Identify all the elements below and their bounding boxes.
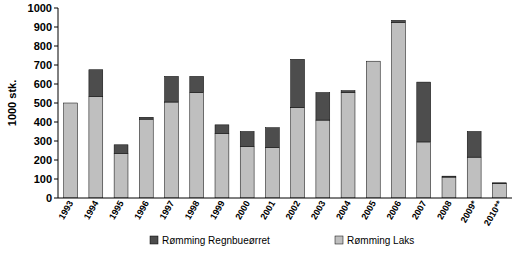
x-tick-label: 1995: [107, 199, 126, 221]
x-tick-label: 2000: [233, 199, 252, 221]
x-tick-label: 2003: [309, 199, 328, 221]
x-tick-label: 2006: [385, 199, 404, 221]
legend-label: Rømming Regnbueørret: [162, 235, 270, 246]
y-axis: [58, 8, 59, 198]
legend-swatch: [335, 236, 343, 244]
x-tick-label: 2009*: [458, 199, 479, 225]
y-tick-label: 100: [34, 173, 52, 185]
y-tick-label: 700: [34, 59, 52, 71]
bars: [64, 20, 507, 198]
x-tick-label: 2004: [334, 199, 353, 221]
y-axis-label: 1000 stk.: [6, 80, 18, 126]
bar-segment: [190, 76, 204, 92]
bar-segment: [240, 132, 254, 147]
y-tick-label: 400: [34, 116, 52, 128]
bar-segment: [291, 59, 305, 107]
bar-segment: [442, 176, 456, 178]
x-tick-label: 1998: [183, 199, 202, 221]
bar-segment: [240, 147, 254, 198]
bar-segment: [467, 132, 481, 158]
y-tick-label: 800: [34, 40, 52, 52]
x-tick-label: 2008: [435, 199, 454, 221]
bar-segment: [341, 91, 355, 93]
bar-segment: [89, 96, 103, 198]
bar-segment: [392, 20, 406, 22]
legend: Rømming Regnbueørret Rømming Laks: [150, 235, 414, 246]
bar-segment: [114, 153, 128, 198]
y-tick-label: 500: [34, 97, 52, 109]
bar-segment: [316, 93, 330, 121]
x-tick-label: 2005: [359, 199, 378, 221]
x-tick-label: 2010**: [482, 199, 504, 228]
bar-segment: [467, 157, 481, 198]
y-tick: [54, 84, 58, 85]
bar-segment: [114, 145, 128, 154]
bar-segment: [417, 142, 431, 198]
bar-segment: [417, 82, 431, 142]
y-tick-label: 0: [46, 192, 52, 204]
y-tick: [54, 160, 58, 161]
x-tick-label: 2002: [284, 199, 303, 221]
legend-label: Rømming Laks: [347, 235, 414, 246]
bar-segment: [492, 182, 506, 184]
bar-segment: [265, 128, 279, 148]
y-tick: [54, 179, 58, 180]
bar-segment: [316, 120, 330, 198]
bar-segment: [64, 103, 78, 104]
y-tick-label: 200: [34, 154, 52, 166]
y-tick: [54, 141, 58, 142]
y-tick-label: 900: [34, 21, 52, 33]
x-tick-label: 2007: [410, 199, 429, 221]
y-tick: [54, 8, 58, 9]
y-tick: [54, 198, 58, 199]
x-tick-label: 1999: [208, 199, 227, 221]
bar-segment: [190, 93, 204, 198]
y-tick: [54, 27, 58, 28]
bar-segment: [139, 119, 153, 198]
bar-segment: [165, 76, 179, 102]
bar-segment: [215, 125, 229, 134]
bar-segment: [165, 102, 179, 198]
x-tick-label: 2001: [258, 199, 277, 221]
bar-segment: [492, 184, 506, 198]
chart: 0 100 200 300 400 500 600 700 800 900 1000 1000 stk…: [0, 0, 520, 256]
legend-swatch: [150, 236, 158, 244]
bar-segment: [215, 133, 229, 198]
bar-segment: [392, 22, 406, 198]
x-tick-label: 1996: [132, 199, 151, 221]
y-tick: [54, 46, 58, 47]
x-axis: [58, 198, 512, 199]
bar-segment: [139, 117, 153, 119]
bar-segment: [89, 70, 103, 97]
bar-segment: [366, 61, 380, 62]
bar-segment: [442, 177, 456, 198]
bar-segment: [291, 108, 305, 198]
x-tick-label: 1997: [158, 199, 177, 221]
bar-segment: [265, 148, 279, 198]
x-tick-label: 1994: [82, 199, 101, 221]
bar-segment: [64, 103, 78, 198]
x-tick-label: 1993: [57, 199, 76, 221]
bar-segment: [366, 61, 380, 198]
y-tick-label: 300: [34, 135, 52, 147]
y-tick: [54, 65, 58, 66]
y-tick: [54, 103, 58, 104]
y-tick: [54, 122, 58, 123]
bar-segment: [341, 93, 355, 198]
y-tick-label: 1000: [28, 2, 52, 14]
y-tick-label: 600: [34, 78, 52, 90]
